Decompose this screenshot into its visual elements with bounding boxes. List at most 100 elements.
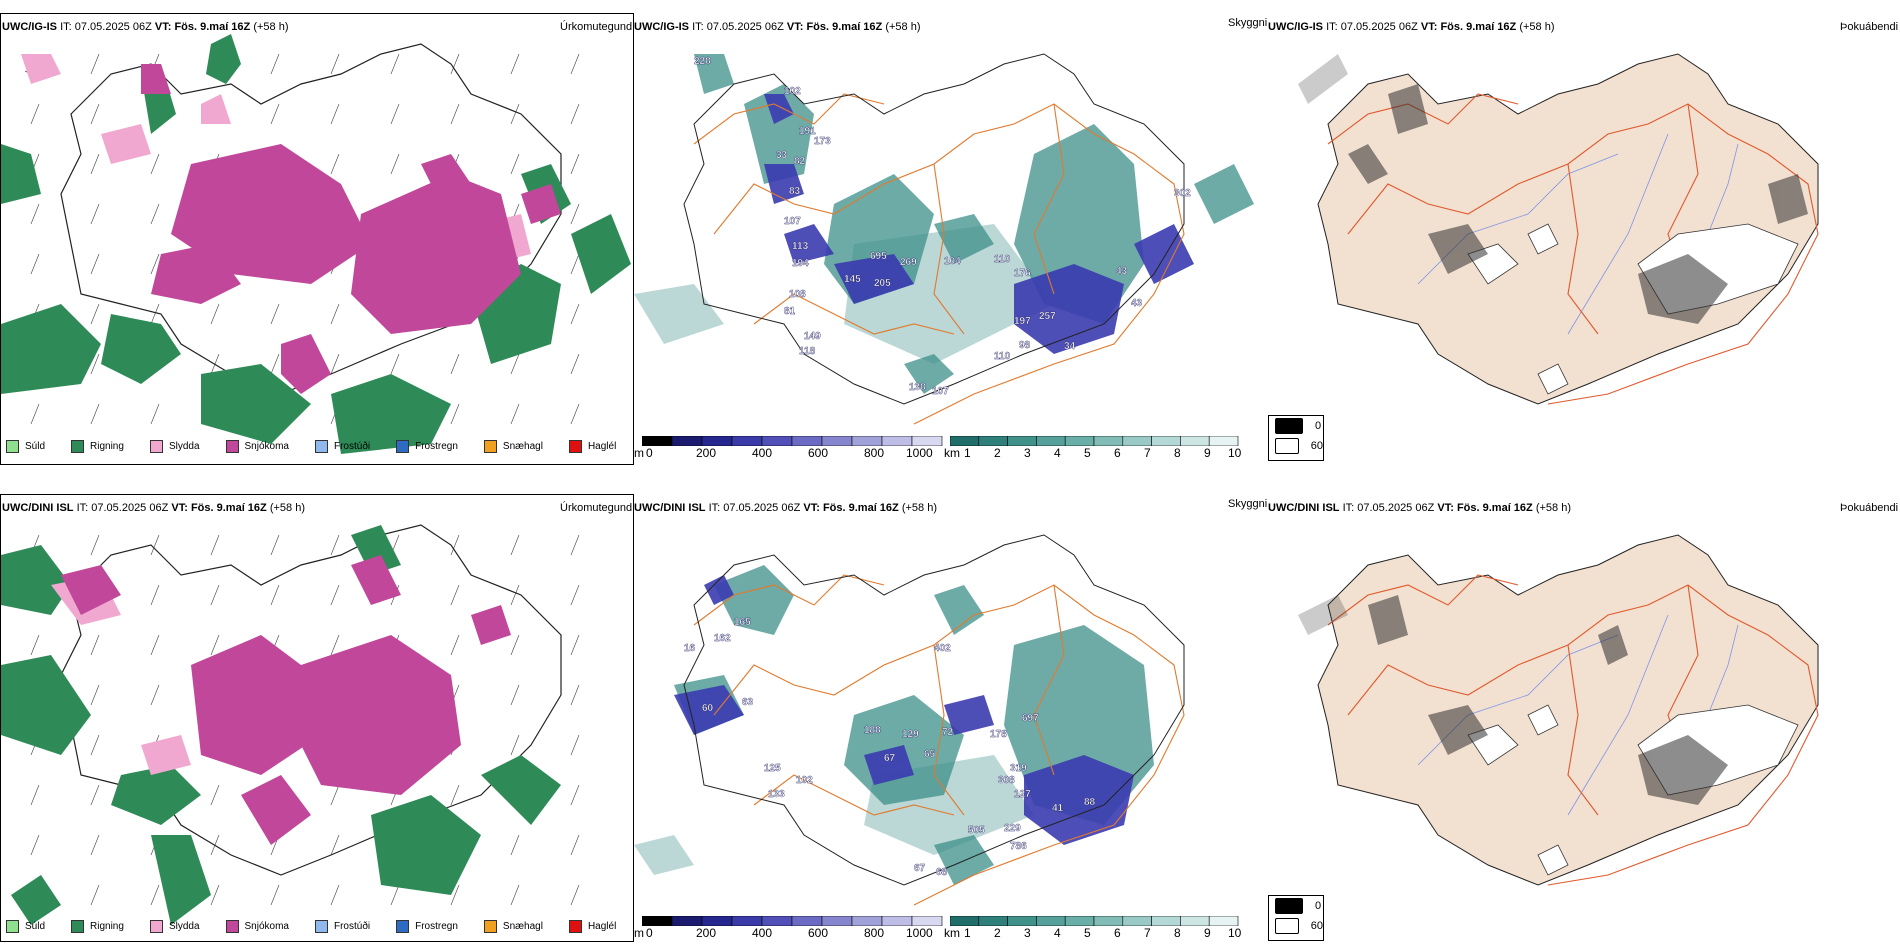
map-label: 41 [1052, 803, 1064, 814]
map-label: 178 [990, 729, 1007, 740]
colorbar-segment [881, 916, 913, 926]
colorbar-segment [791, 916, 823, 926]
precip-type-title-top: Úrkomutegund [560, 21, 633, 33]
map-label: 113 [792, 241, 809, 252]
legend-swatch [483, 440, 497, 453]
map-label: 697 [1022, 713, 1039, 724]
colorbar-segment [911, 916, 943, 926]
cloudbase-tick: 600 [808, 446, 829, 460]
visibility-bar-svg [950, 916, 1239, 926]
legend-item-frostudi: Frostúði [314, 920, 370, 933]
map-label: 133 [768, 789, 785, 800]
colorbar-segment [761, 916, 793, 926]
cloudbase-bar-svg [642, 436, 943, 446]
colorbar-segment [1151, 436, 1181, 446]
fog-legend-swatch [1275, 918, 1299, 934]
legend-item-snjokoma: Snjókoma [225, 920, 289, 933]
visibility-tick: 8 [1174, 926, 1181, 940]
colorbar-segment [950, 916, 980, 926]
visibility-tick: 1 [964, 446, 971, 460]
visibility-tick: 4 [1054, 446, 1061, 460]
colorbar-segment [1036, 916, 1066, 926]
map-label: 88 [1084, 797, 1096, 808]
map-label: 127 [1014, 789, 1031, 800]
fog-map-bottom [1268, 515, 1898, 905]
fog-legend-swatch [1275, 898, 1303, 914]
colorbar-segment [761, 436, 793, 446]
cloudbase-tick: 800 [864, 446, 885, 460]
legend-swatch [225, 440, 239, 453]
colorbar-segment [701, 436, 733, 446]
map-label: 188 [864, 725, 881, 736]
legend-swatch [568, 920, 582, 933]
colorbar-segment [851, 916, 883, 926]
legend-item-snaehagl: Snæhagl [483, 440, 543, 453]
precip-type-panel-bottom [0, 494, 634, 942]
visibility-tick: 7 [1144, 926, 1151, 940]
colorbar-segment [1180, 436, 1210, 446]
visibility-tick: 8 [1174, 446, 1181, 460]
legend-swatch [314, 440, 328, 453]
header-fog-bottom: UWC/DINI ISL IT: 07.05.2025 06Z VT: Fös.… [1268, 502, 1571, 514]
fog-legend-row: 0 [1269, 416, 1323, 436]
precip-type-title-bottom: Úrkomutegund [560, 502, 633, 514]
legend-item-slydda: Slydda [149, 920, 200, 933]
colorbar-segment [1007, 916, 1037, 926]
visibility-title-top: Skyggni [1228, 17, 1268, 29]
legend-item-rigning: Rigning [71, 440, 124, 453]
colorbar-segment [978, 436, 1008, 446]
map-label: 228 [694, 56, 711, 67]
cloudbase-tick: 0 [646, 446, 653, 460]
colorbar-segment [881, 436, 913, 446]
legend-item-snaehagl: Snæhagl [483, 920, 543, 933]
visibility-map-top: 228 102 191 173 33 82 83 107 113 194 695… [634, 34, 1264, 434]
cloudbase-tick: 400 [752, 926, 773, 940]
precip-type-panel-top [0, 13, 634, 465]
map-label: 67 [914, 863, 926, 874]
visibility-map-svg-top: 228 102 191 173 33 82 83 107 113 194 695… [634, 53, 1254, 425]
map-label: 107 [784, 216, 801, 227]
colorbar-segment [671, 436, 703, 446]
map-label: 257 [1039, 311, 1056, 322]
cloudbase-unit: m [634, 926, 644, 940]
fog-title-top: Þokuábendi [1840, 21, 1899, 33]
map-label: 308 [998, 775, 1015, 786]
legend-item-slydda: Slydda [149, 440, 200, 453]
visibility-tick: 5 [1084, 926, 1091, 940]
legend-item-frostregn: Frostregn [396, 440, 458, 453]
legend-swatch [71, 920, 85, 933]
fog-legend-swatch [1275, 418, 1303, 434]
legend-item-suld: Súld [6, 440, 45, 453]
colorbar-segment [1122, 436, 1152, 446]
map-label: 83 [789, 186, 801, 197]
header-fog-top: UWC/IG-IS IT: 07.05.2025 06Z VT: Fös. 9.… [1268, 21, 1555, 33]
map-label: 102 [796, 775, 813, 786]
map-label: 68 [936, 867, 948, 878]
precip-type-map-top [1, 34, 631, 454]
map-label: 319 [1010, 763, 1027, 774]
visibility-tick: 2 [994, 446, 1001, 460]
cloudbase-colorbar-bottom: m 0 200 400 600 800 1000 [634, 916, 943, 946]
header-precip-bottom: UWC/DINI ISL IT: 07.05.2025 06Z VT: Fös.… [2, 502, 305, 514]
visibility-tick: 6 [1114, 446, 1121, 460]
colorbar-segment [1064, 436, 1095, 446]
precip-type-map-bottom [1, 524, 580, 925]
colorbar-segment [1122, 916, 1152, 926]
map-label: 402 [934, 643, 951, 654]
legend-item-frostregn: Frostregn [396, 920, 458, 933]
map-label: 125 [764, 763, 781, 774]
legend-swatch [568, 440, 582, 453]
visibility-tick: 9 [1204, 446, 1211, 460]
colorbar-segment [821, 916, 853, 926]
colorbar-segment [1180, 916, 1210, 926]
fog-map-top [1268, 34, 1898, 424]
colorbar-segment [731, 436, 763, 446]
fog-title-bottom: Þokuábendi [1840, 502, 1899, 514]
map-label: 107 [932, 386, 949, 397]
colorbar-segment [1208, 916, 1239, 926]
header-precip-top: UWC/IG-IS IT: 07.05.2025 06Z VT: Fös. 9.… [2, 21, 289, 33]
legend-item-rigning: Rigning [71, 920, 124, 933]
colorbar-segment [978, 916, 1008, 926]
map-label: 205 [874, 278, 891, 289]
colorbar-segment [642, 436, 673, 446]
